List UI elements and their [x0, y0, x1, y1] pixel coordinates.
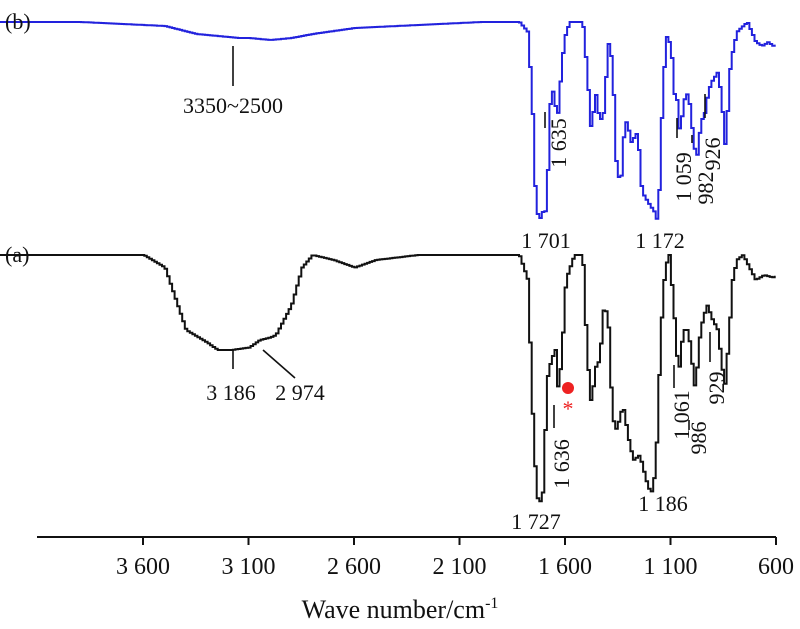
x-axis: 3 600 3 100 2 600 2 100 1 600 1 100 600	[37, 536, 794, 580]
x-tick-label: 1 100	[644, 554, 698, 580]
peak-label: 1 061	[669, 390, 694, 440]
red-dot-marker	[562, 382, 574, 394]
series-layer: (b) (a)	[0, 9, 776, 503]
peak-label: 3350~2500	[183, 93, 283, 118]
peak-label: 1 636	[549, 439, 574, 489]
red-asterisk-marker: *	[563, 396, 574, 421]
peak-label: 1 701	[521, 228, 571, 253]
peak-label: 3 186	[206, 380, 256, 405]
spectrum-line-b	[0, 21, 776, 220]
peak-label: 1 059	[671, 152, 696, 202]
peak-label: 1 186	[638, 491, 688, 516]
x-tick-label: 2 100	[433, 554, 487, 580]
peak-label: 926	[700, 138, 725, 171]
panel-label-b: (b)	[5, 9, 31, 34]
peak-label: 982	[693, 172, 718, 205]
x-axis-title-superscript: -1	[485, 595, 498, 612]
peak-label: 929	[704, 372, 729, 405]
peak-label: 986	[686, 422, 711, 455]
x-tick-label: 1 600	[538, 554, 592, 580]
peak-label: 1 727	[511, 509, 561, 534]
x-tick-label: 3 100	[222, 554, 276, 580]
peak-label: 1 172	[635, 228, 685, 253]
x-tick-label: 3 600	[116, 554, 170, 580]
x-axis-title: Wave number/cm-1	[302, 595, 499, 624]
spectrum-line-a	[0, 254, 776, 503]
x-tick-label: 600	[758, 554, 794, 580]
panel-label-a: (a)	[5, 242, 29, 267]
x-axis-title-text: Wave number/cm	[302, 595, 485, 624]
annotation-leader	[262, 349, 296, 379]
peak-label: 1 635	[546, 118, 571, 168]
x-tick-label: 2 600	[327, 554, 381, 580]
peak-label: 2 974	[275, 380, 325, 405]
